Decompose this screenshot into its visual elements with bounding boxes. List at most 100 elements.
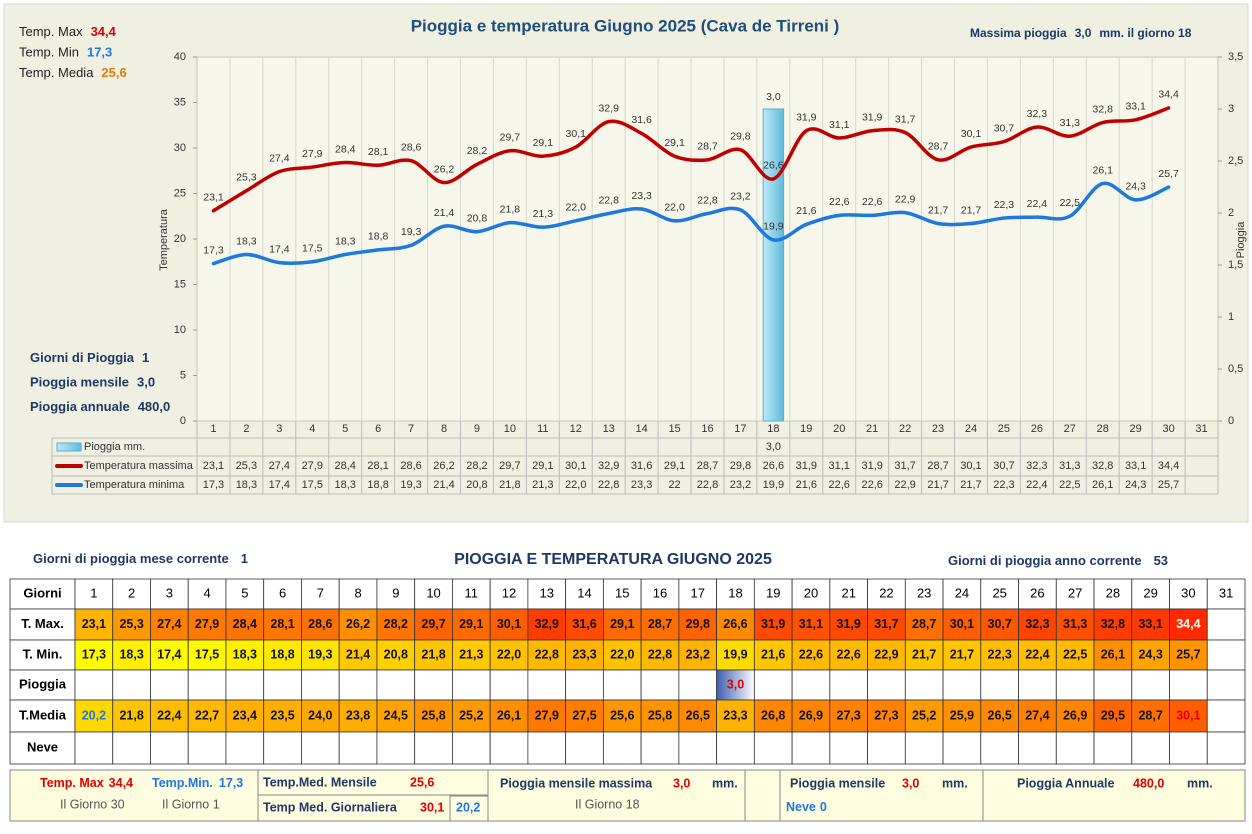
cell <box>1093 699 1133 733</box>
cell-value: 21,4 <box>346 647 370 661</box>
header-cell <box>112 578 151 610</box>
data-label: 21,4 <box>434 207 455 219</box>
cell-value: 27,3 <box>837 708 861 722</box>
cell <box>942 731 982 765</box>
cell <box>150 669 189 701</box>
y-tick-label: 35 <box>174 96 186 108</box>
cell-value: 30,1 <box>1176 708 1200 722</box>
cell <box>791 669 831 701</box>
cell <box>452 639 491 671</box>
cell-box <box>449 795 489 822</box>
rain-max-value: 3,0 <box>673 776 690 790</box>
cell-value: 20,8 <box>384 647 408 661</box>
cell <box>602 731 642 765</box>
cell-value: 26,5 <box>988 708 1012 722</box>
temp-max: Temp. Max 34,4 <box>40 776 133 790</box>
column-label: 20 <box>804 585 818 600</box>
cell <box>716 639 755 671</box>
table-value: 22,9 <box>894 479 915 491</box>
table-value: 25,3 <box>236 460 257 472</box>
data-label: 32,8 <box>1093 103 1114 115</box>
x-tick-label: 31 <box>1195 423 1207 435</box>
header-cell <box>1206 578 1246 610</box>
cell-value: 26,1 <box>497 708 521 722</box>
column-label: 13 <box>540 585 554 600</box>
table-value: 21,7 <box>960 479 981 491</box>
x-tick-label: 6 <box>375 423 381 435</box>
cell <box>74 669 114 701</box>
column-label: 30 <box>1181 585 1195 600</box>
x-tick-label: 24 <box>965 423 977 435</box>
cell-value: 28,6 <box>308 617 332 631</box>
table-value: 31,3 <box>1059 460 1080 472</box>
rain-max: Pioggia mensile massima <box>500 776 653 790</box>
cell-value: 23,1 <box>82 617 106 631</box>
data-label: 22,0 <box>566 202 587 214</box>
cell <box>1055 639 1095 671</box>
cell <box>602 608 642 641</box>
cell <box>753 639 793 671</box>
header-cell <box>225 578 265 610</box>
table-value: 22,5 <box>1059 479 1080 491</box>
data-label: 32,9 <box>598 102 619 114</box>
cell-value: 32,8 <box>1101 617 1125 631</box>
rain-month-unit: mm. <box>942 776 968 790</box>
temp-med-day-max: 30,1 <box>420 800 444 814</box>
row-header <box>9 699 76 733</box>
table-value: 26,6 <box>763 460 784 472</box>
cell <box>263 608 302 641</box>
data-label: 33,1 <box>1125 101 1146 113</box>
cell <box>338 731 378 765</box>
line <box>211 106 1171 213</box>
cell <box>225 639 265 671</box>
cell <box>225 731 265 765</box>
data-label: 23,2 <box>730 191 751 203</box>
legend-label: Temperatura minima <box>84 479 185 491</box>
rain-month-value: 3,0 <box>902 776 919 790</box>
cell-value: 22,6 <box>799 647 823 661</box>
data-label: 23,3 <box>631 190 652 202</box>
table-value: 21,8 <box>499 479 520 491</box>
cell <box>74 731 114 765</box>
column-label: 11 <box>465 585 479 600</box>
cell <box>338 699 378 733</box>
data-label: 21,7 <box>961 204 982 216</box>
cell-value: 28,4 <box>233 617 257 631</box>
table-value: 30,1 <box>960 460 981 472</box>
table-value: 22,4 <box>1026 479 1047 491</box>
cell <box>1131 731 1170 765</box>
cell-value: 25,8 <box>648 708 672 722</box>
table-value: 18,3 <box>334 479 355 491</box>
data-label: 18,3 <box>335 235 356 247</box>
header-cell <box>867 578 906 610</box>
cell <box>1169 731 1208 765</box>
table-value: 29,8 <box>730 460 751 472</box>
stat: Temp. Media 25,6 <box>19 65 127 80</box>
table-value: 28,4 <box>334 460 355 472</box>
line <box>211 181 1171 266</box>
cell-value: 21,7 <box>950 647 974 661</box>
cell <box>565 608 604 641</box>
cell <box>452 608 491 641</box>
y-tick-label: 20 <box>174 233 186 245</box>
table-value: 27,4 <box>269 460 290 472</box>
cell <box>1206 639 1246 671</box>
column-label: 24 <box>955 585 969 600</box>
cell <box>301 699 340 733</box>
x-tick-label: 30 <box>1162 423 1174 435</box>
column-label: 8 <box>354 585 361 600</box>
table-value: 21,4 <box>433 479 454 491</box>
cell <box>1206 608 1246 641</box>
column-label: 31 <box>1219 585 1233 600</box>
cell <box>1018 731 1057 765</box>
data-label: 26,1 <box>1093 164 1114 176</box>
cell-value: 28,7 <box>648 617 672 631</box>
cell <box>112 669 151 701</box>
x-tick-label: 19 <box>800 423 812 435</box>
table-value: 34,4 <box>1158 460 1179 472</box>
table-value: 31,1 <box>829 460 850 472</box>
cell-value: 29,1 <box>610 617 634 631</box>
cell-value: 27,9 <box>535 708 559 722</box>
value: 34,4 <box>91 24 117 39</box>
table-value: 32,9 <box>598 460 619 472</box>
